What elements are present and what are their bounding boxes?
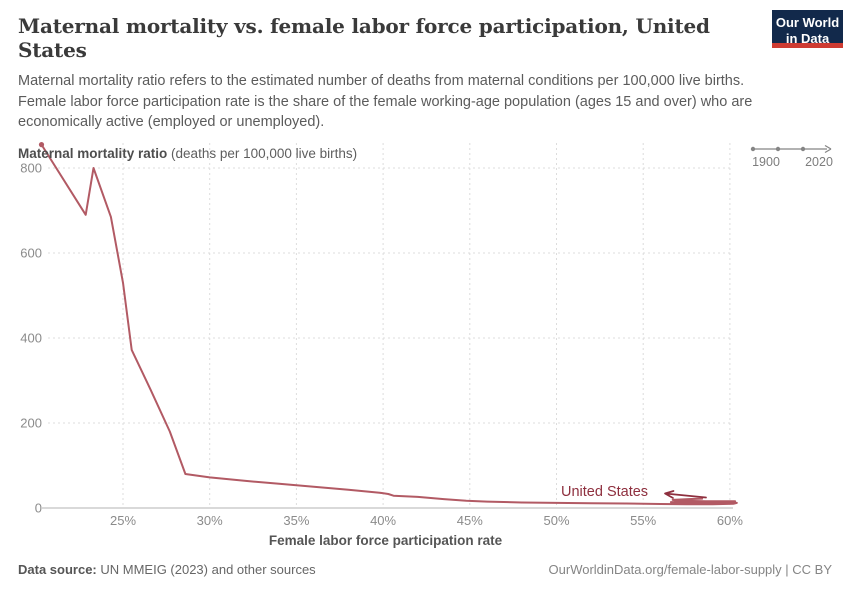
- svg-text:60%: 60%: [717, 513, 743, 528]
- timeline-axis: [750, 144, 832, 154]
- timeline-start-year: 1900: [752, 155, 780, 169]
- chart-subtitle: Maternal mortality ratio refers to the e…: [18, 73, 753, 131]
- svg-text:35%: 35%: [283, 513, 309, 528]
- y-axis-title: Maternal mortality ratio (deaths per 100…: [18, 146, 755, 161]
- svg-text:800: 800: [20, 161, 42, 176]
- svg-text:50%: 50%: [543, 513, 569, 528]
- svg-text:25%: 25%: [110, 513, 136, 528]
- y-axis-title-bold: Maternal mortality ratio: [18, 145, 168, 161]
- timeline-dot-icon: [800, 146, 806, 152]
- svg-text:30%: 30%: [197, 513, 223, 528]
- svg-text:55%: 55%: [630, 513, 656, 528]
- us-series-line[interactable]: [40, 143, 738, 506]
- timeline-arrow-icon: [824, 144, 832, 154]
- x-axis-title: Female labor force participation rate: [268, 533, 503, 548]
- y-tick-labels: 0 200 400 600 800: [20, 161, 42, 516]
- line-start-dot: [38, 142, 45, 148]
- chart-header: Maternal mortality vs. female labor forc…: [18, 14, 755, 161]
- svg-text:40%: 40%: [370, 513, 396, 528]
- chart-footer: Data source: UN MMEIG (2023) and other s…: [18, 562, 832, 577]
- entity-label-united-states[interactable]: United States: [561, 484, 649, 500]
- svg-text:0: 0: [35, 501, 42, 516]
- owid-logo[interactable]: Our World in Data: [772, 10, 843, 48]
- canonical-link[interactable]: OurWorldinData.org/female-labor-supply |…: [548, 562, 832, 577]
- data-source-note: Data source: UN MMEIG (2023) and other s…: [18, 562, 316, 577]
- timeline-end-year: 2020: [805, 155, 833, 169]
- svg-text:200: 200: [20, 416, 42, 431]
- timeline-dot-icon: [750, 146, 756, 152]
- svg-text:600: 600: [20, 246, 42, 261]
- svg-text:45%: 45%: [457, 513, 483, 528]
- owid-logo-line2: in Data: [785, 31, 830, 47]
- x-tick-labels: 25% 30% 35% 40% 45% 50% 55% 60%: [110, 513, 743, 528]
- entity-arrow-icon: [664, 490, 707, 499]
- data-source-text: UN MMEIG (2023) and other sources: [96, 562, 316, 577]
- page-title: Maternal mortality vs. female labor forc…: [18, 14, 710, 62]
- owid-logo-line1: Our World: [775, 15, 840, 30]
- gridlines: [48, 143, 733, 508]
- y-axis-title-unit: (deaths per 100,000 live births): [167, 145, 358, 161]
- data-source-label: Data source:: [18, 562, 97, 577]
- timeline-dot-icon: [775, 146, 781, 152]
- svg-text:400: 400: [20, 331, 42, 346]
